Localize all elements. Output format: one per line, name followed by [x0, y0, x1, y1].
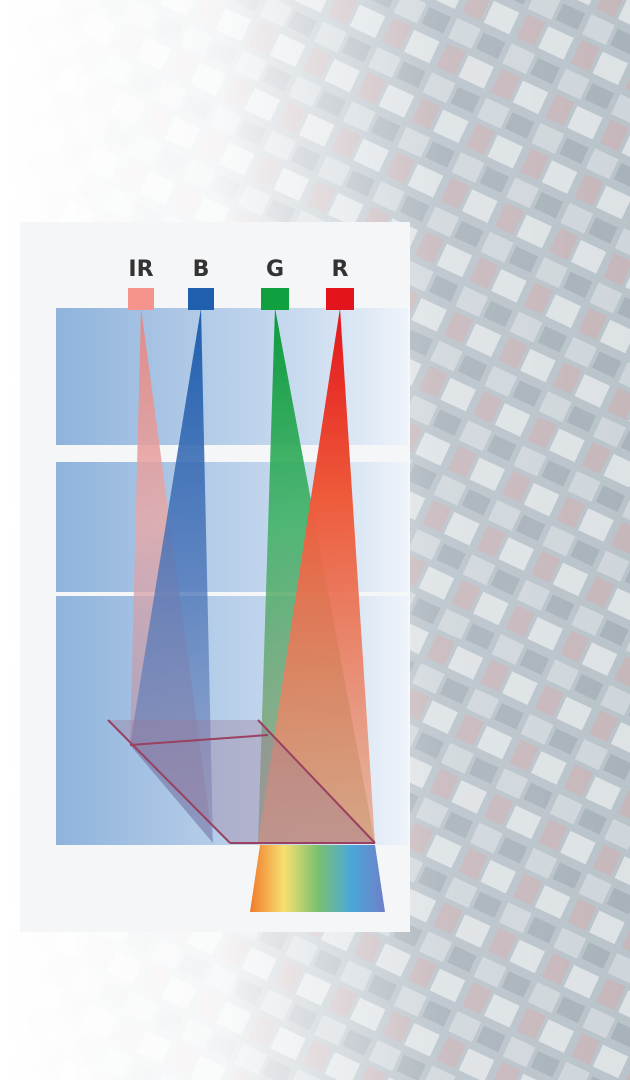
- band-swatch: [128, 288, 154, 310]
- prism-edges: [107, 719, 376, 844]
- prism: [108, 720, 375, 843]
- band-swatch: [326, 288, 354, 310]
- spectrum: [250, 845, 385, 912]
- band-label: B: [193, 257, 210, 282]
- band-label: G: [266, 257, 284, 282]
- layer-box: [56, 308, 408, 445]
- band-label: R: [332, 257, 349, 282]
- b-beam: [130, 308, 213, 843]
- band-swatch: [261, 288, 289, 310]
- r-beam: [258, 308, 375, 843]
- band-swatch: [188, 288, 214, 310]
- band-label: IR: [128, 257, 153, 282]
